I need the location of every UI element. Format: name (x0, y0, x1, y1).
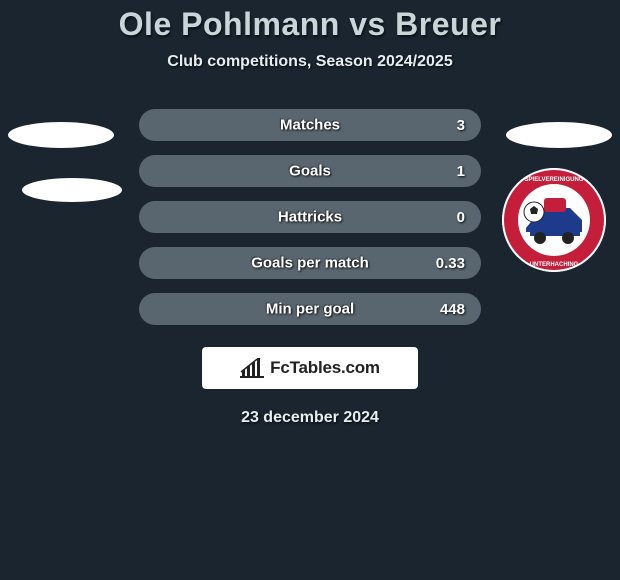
stat-row-min-per-goal: Min per goal 448 (139, 293, 481, 325)
stat-row-goals: Goals 1 (139, 155, 481, 187)
page-title: Ole Pohlmann vs Breuer (0, 6, 620, 43)
stat-row-hattricks: Hattricks 0 (139, 201, 481, 233)
branding-text: FcTables.com (270, 358, 380, 378)
svg-text:SPIELVEREINIGUNG: SPIELVEREINIGUNG (525, 177, 584, 183)
unterhaching-logo-icon: SPIELVEREINIGUNG UNTERHACHING (502, 168, 606, 272)
svg-text:UNTERHACHING: UNTERHACHING (530, 262, 579, 268)
stat-value-right: 1 (451, 163, 465, 180)
stat-label: Min per goal (266, 301, 354, 318)
player2-club-logo: SPIELVEREINIGUNG UNTERHACHING (502, 168, 606, 272)
stat-label: Matches (280, 117, 340, 134)
stat-row-matches: Matches 3 (139, 109, 481, 141)
stat-value-right: 448 (440, 301, 465, 318)
stat-value-right: 0 (451, 209, 465, 226)
stat-label: Hattricks (278, 209, 342, 226)
player2-avatar-placeholder (506, 122, 612, 148)
page-subtitle: Club competitions, Season 2024/2025 (0, 53, 620, 71)
date-text: 23 december 2024 (0, 409, 620, 427)
branding-badge: FcTables.com (202, 347, 418, 389)
stat-label: Goals (289, 163, 331, 180)
stat-value-right: 0.33 (436, 255, 465, 272)
stat-row-goals-per-match: Goals per match 0.33 (139, 247, 481, 279)
stat-label: Goals per match (251, 255, 369, 272)
player1-club-placeholder (22, 178, 122, 202)
bar-chart-icon (240, 358, 264, 378)
player1-avatar-placeholder (8, 122, 114, 148)
stat-value-right: 3 (451, 117, 465, 134)
